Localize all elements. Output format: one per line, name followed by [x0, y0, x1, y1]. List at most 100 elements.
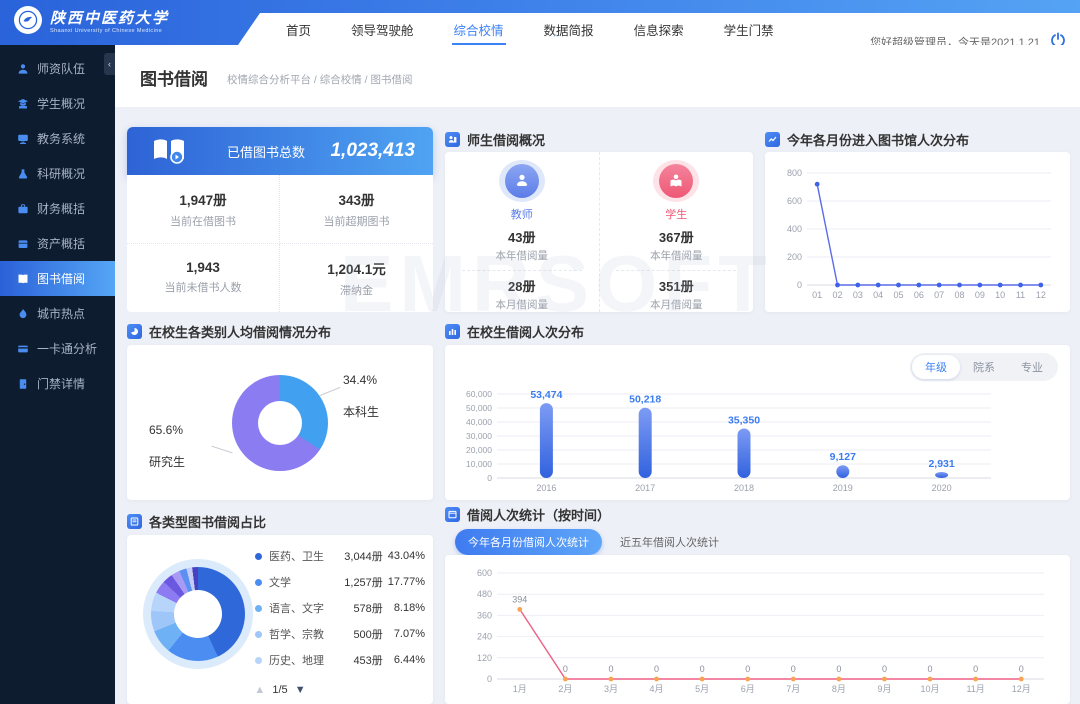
credit-card-icon	[18, 345, 28, 352]
open-book-icon	[154, 139, 184, 164]
svg-text:0: 0	[791, 664, 796, 674]
sidebar-item-research[interactable]: 科研概况	[0, 156, 115, 191]
svg-text:0: 0	[882, 664, 887, 674]
time-chart-switch: 今年各月份借阅人次统计 近五年借阅人次统计	[455, 529, 719, 555]
svg-text:240: 240	[477, 632, 492, 642]
legend-pager: ▲ 1/5 ▼	[127, 684, 433, 696]
entry-chart-panel: 0 200 400 600 800 01 02 03 04 05 06 07 08 09 10 11 12	[765, 152, 1070, 312]
svg-text:9,127: 9,127	[830, 451, 856, 463]
teacher-avatar-icon	[504, 164, 539, 198]
teacher-icon	[18, 63, 28, 74]
nav-info-explore[interactable]: 信息探索	[633, 23, 684, 38]
svg-text:50,000: 50,000	[466, 403, 492, 413]
pager-up-icon[interactable]: ▲	[254, 684, 266, 696]
sidebar-collapse-button[interactable]: ‹	[104, 53, 115, 75]
legend-dot-icon	[255, 630, 262, 638]
per-student-card-icon	[127, 324, 142, 339]
legend-dot-icon	[255, 552, 262, 560]
nav-leader-cockpit[interactable]: 领导驾驶舱	[351, 23, 414, 38]
label-connector	[211, 445, 233, 454]
svg-text:0: 0	[797, 280, 802, 290]
svg-text:480: 480	[477, 589, 492, 599]
grade-section-title: 在校生借阅人次分布	[445, 322, 584, 341]
student-avatar-icon	[659, 164, 694, 198]
sidebar-item-assets[interactable]: 资产概括	[0, 226, 115, 261]
grade-card-icon	[445, 324, 460, 339]
svg-text:0: 0	[928, 664, 933, 674]
svg-text:11: 11	[1016, 290, 1025, 300]
teacher-month-value: 28册	[508, 279, 536, 294]
svg-text:30,000: 30,000	[466, 431, 492, 441]
monitor-icon	[18, 134, 28, 144]
legend-pct: 6.44%	[393, 654, 426, 666]
sidebar-item-library[interactable]: 图书借阅	[0, 261, 115, 296]
legend-row: 哲学、宗教 500册 7.07%	[255, 621, 425, 647]
book-type-panel: 医药、卫生 3,044册 43.04% 文学 1,257册 17.77% 语言、文字 578册…	[127, 535, 433, 704]
svg-text:2017: 2017	[635, 483, 655, 493]
svg-text:2018: 2018	[734, 483, 754, 493]
sidebar-item-access-detail[interactable]: 门禁详情	[0, 366, 115, 401]
svg-text:40,000: 40,000	[466, 417, 492, 427]
label-connector	[319, 386, 341, 397]
grade-bar-chart: 0 10,000 20,000 30,000 40,000 50,000 60,000 201…	[466, 389, 991, 493]
svg-text:200: 200	[787, 252, 802, 262]
sidebar-item-teachers[interactable]: 师资队伍	[0, 51, 115, 86]
svg-text:800: 800	[787, 168, 802, 178]
university-logo: 陕西中医药大学 Shaanxi University of Chinese Me…	[14, 6, 169, 34]
student-category-donut	[232, 375, 328, 471]
svg-text:10月: 10月	[921, 684, 940, 694]
svg-text:06: 06	[914, 290, 924, 300]
logout-power-icon[interactable]	[1050, 32, 1066, 45]
book-type-section-title: 各类型图书借阅占比	[127, 512, 266, 531]
total-borrowed-banner: 已借图书总数 1,023,413	[127, 127, 433, 175]
legend-value: 453册	[353, 655, 383, 667]
monthly-stats-button[interactable]: 今年各月份借阅人次统计	[455, 529, 602, 555]
nav-home[interactable]: 首页	[286, 23, 312, 38]
library-stats-grid: 1,947册 当前在借图书 343册 当前超期图书 1,943 当前未借书人数 …	[127, 175, 433, 312]
svg-text:60,000: 60,000	[466, 389, 492, 399]
sidebar-item-students[interactable]: 学生概况	[0, 86, 115, 121]
nav-data-brief[interactable]: 数据简报	[543, 23, 594, 38]
legend-label: 历史、地理	[269, 655, 324, 667]
student-label: 学生	[665, 209, 688, 221]
legend-value: 500册	[353, 629, 383, 641]
svg-text:7月: 7月	[786, 684, 800, 694]
svg-text:6月: 6月	[741, 684, 755, 694]
entry-section-title: 今年各月份进入图书馆人次分布	[765, 130, 969, 149]
pager-down-icon[interactable]: ▼	[294, 684, 306, 696]
svg-text:3月: 3月	[604, 684, 618, 694]
nav-decoration: ⌃	[552, 33, 588, 43]
svg-text:2020: 2020	[932, 483, 952, 493]
sidebar-item-card-analysis[interactable]: 一卡通分析	[0, 331, 115, 366]
sidebar-item-city-hotspot[interactable]: 城市热点	[0, 296, 115, 331]
tab-major[interactable]: 专业	[1021, 362, 1043, 374]
tab-department[interactable]: 院系	[973, 362, 995, 374]
svg-text:07: 07	[934, 290, 944, 300]
svg-text:9月: 9月	[877, 684, 891, 694]
per-student-donut-panel: 34.4% 本科生 65.6% 研究生	[127, 345, 433, 500]
svg-text:0: 0	[487, 473, 492, 483]
faculty-student-panel: 教师 43册 本年借阅量 28册 本月借阅量 学生 367册 本年借阅量 351…	[445, 152, 753, 312]
undergrad-label: 本科生	[343, 405, 380, 419]
svg-text:8月: 8月	[832, 684, 846, 694]
svg-text:0: 0	[654, 664, 659, 674]
sidebar-item-finance[interactable]: 财务概括	[0, 191, 115, 226]
page-header: 图书借阅 校情综合分析平台 / 综合校情 / 图书借阅	[115, 45, 1080, 107]
stat-overdue: 343册 当前超期图书	[280, 175, 433, 244]
legend-pct: 8.18%	[393, 602, 426, 614]
svg-text:600: 600	[787, 196, 802, 206]
legend-label: 哲学、宗教	[269, 629, 324, 641]
tab-grade[interactable]: 年级	[912, 355, 960, 379]
nav-student-access[interactable]: 学生门禁	[723, 23, 774, 38]
nav-comprehensive[interactable]: 综合校情	[451, 14, 506, 45]
five-year-stats-link[interactable]: 近五年借阅人次统计	[620, 537, 719, 549]
time-section-title: 借阅人次统计（按时间）	[445, 505, 610, 524]
sidebar-item-academic-system[interactable]: 教务系统	[0, 121, 115, 156]
time-line-chart: 0 120 240 360 480 600 1月 2月 3月 4月 5月 6月 7月 8月 9月 10月 11月…	[477, 568, 1044, 694]
breadcrumb: 校情综合分析平台 / 综合校情 / 图书借阅	[227, 74, 413, 86]
svg-text:08: 08	[954, 290, 964, 300]
svg-text:10: 10	[995, 290, 1005, 300]
svg-text:2016: 2016	[536, 483, 556, 493]
grade-bar-panel: 年级 院系 专业 0 10,000 20,000 30,000 40,000 50,000…	[445, 345, 1070, 500]
